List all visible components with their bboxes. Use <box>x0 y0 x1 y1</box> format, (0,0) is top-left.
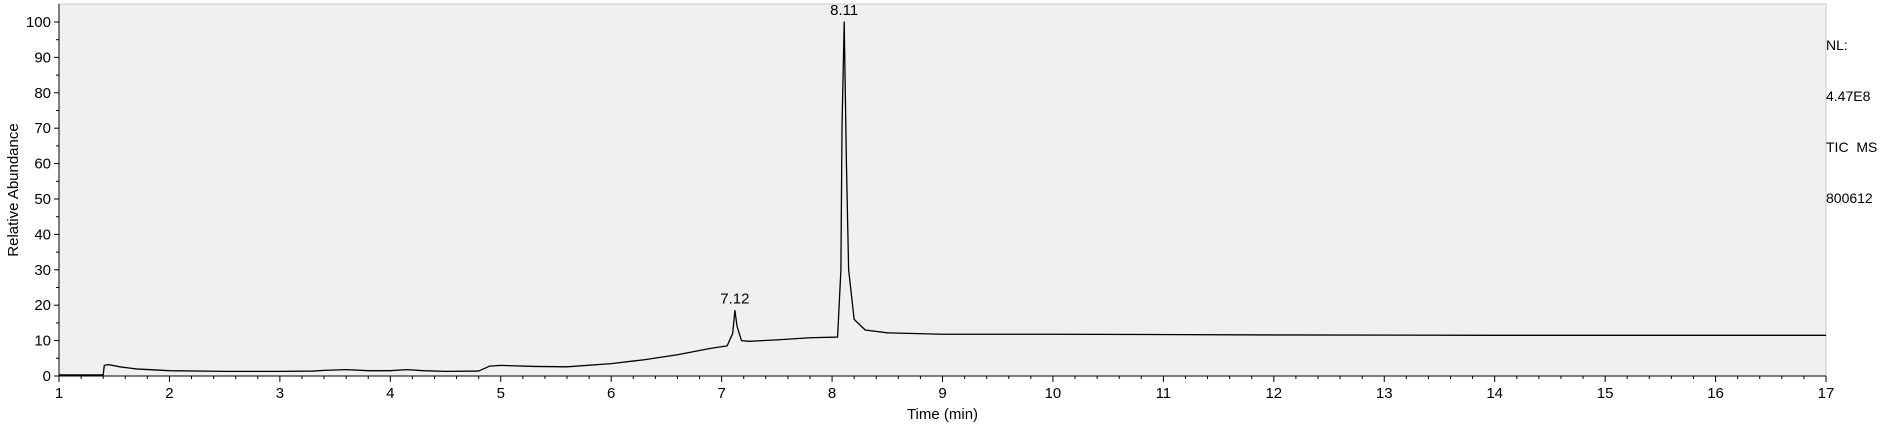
x-tick-label: 16 <box>1707 385 1724 402</box>
x-tick-label: 2 <box>165 385 173 402</box>
x-tick-label: 6 <box>607 385 615 402</box>
y-axis-title: Relative Abundance <box>5 123 22 256</box>
x-tick-label: 14 <box>1486 385 1503 402</box>
x-tick-label: 9 <box>938 385 946 402</box>
y-axis-ticks: 0 10 20 30 40 50 60 70 80 90 100 <box>26 14 59 385</box>
plot-area <box>58 3 1827 377</box>
trace-info-panel: NL: 4.47E8 TIC MS 800612 <box>1826 3 1877 224</box>
x-tick-label: 11 <box>1156 385 1172 402</box>
x-tick-label: 8 <box>828 385 836 402</box>
y-tick-label: 20 <box>34 297 51 314</box>
peak-label: 7.12 <box>720 291 749 308</box>
file-name: 800612 <box>1826 190 1873 206</box>
x-tick-label: 17 <box>1818 385 1835 402</box>
x-tick-label: 5 <box>497 385 505 402</box>
x-tick-label: 7 <box>717 385 725 402</box>
x-axis-ticks: 1 2 3 4 5 6 7 8 9 10 11 12 13 14 15 16 17 <box>55 376 1835 402</box>
y-tick-label: 90 <box>34 49 51 66</box>
y-tick-label: 100 <box>26 14 51 31</box>
x-axis-title: Time (min) <box>907 406 978 423</box>
y-tick-label: 70 <box>34 120 51 137</box>
x-tick-label: 15 <box>1597 385 1614 402</box>
x-tick-label: 4 <box>386 385 394 402</box>
peak-label: 8.11 <box>830 2 858 19</box>
y-tick-label: 0 <box>43 368 51 385</box>
y-tick-label: 30 <box>34 262 51 279</box>
nl-value: 4.47E8 <box>1826 88 1871 104</box>
x-tick-label: 3 <box>276 385 284 402</box>
scan-filter: TIC MS <box>1826 139 1878 155</box>
y-tick-label: 50 <box>34 191 51 208</box>
y-tick-label: 80 <box>34 85 51 102</box>
x-tick-label: 13 <box>1376 385 1393 402</box>
tic-trace <box>59 21 1826 376</box>
x-tick-label: 12 <box>1265 385 1282 402</box>
nl-label: NL: <box>1826 37 1848 53</box>
x-tick-label: 1 <box>55 385 63 402</box>
x-tick-label: 10 <box>1045 385 1062 402</box>
peak-labels: 7.12 8.11 <box>720 2 858 308</box>
y-tick-label: 60 <box>34 156 51 173</box>
y-tick-label: 40 <box>34 226 51 243</box>
y-tick-label: 10 <box>34 333 51 350</box>
